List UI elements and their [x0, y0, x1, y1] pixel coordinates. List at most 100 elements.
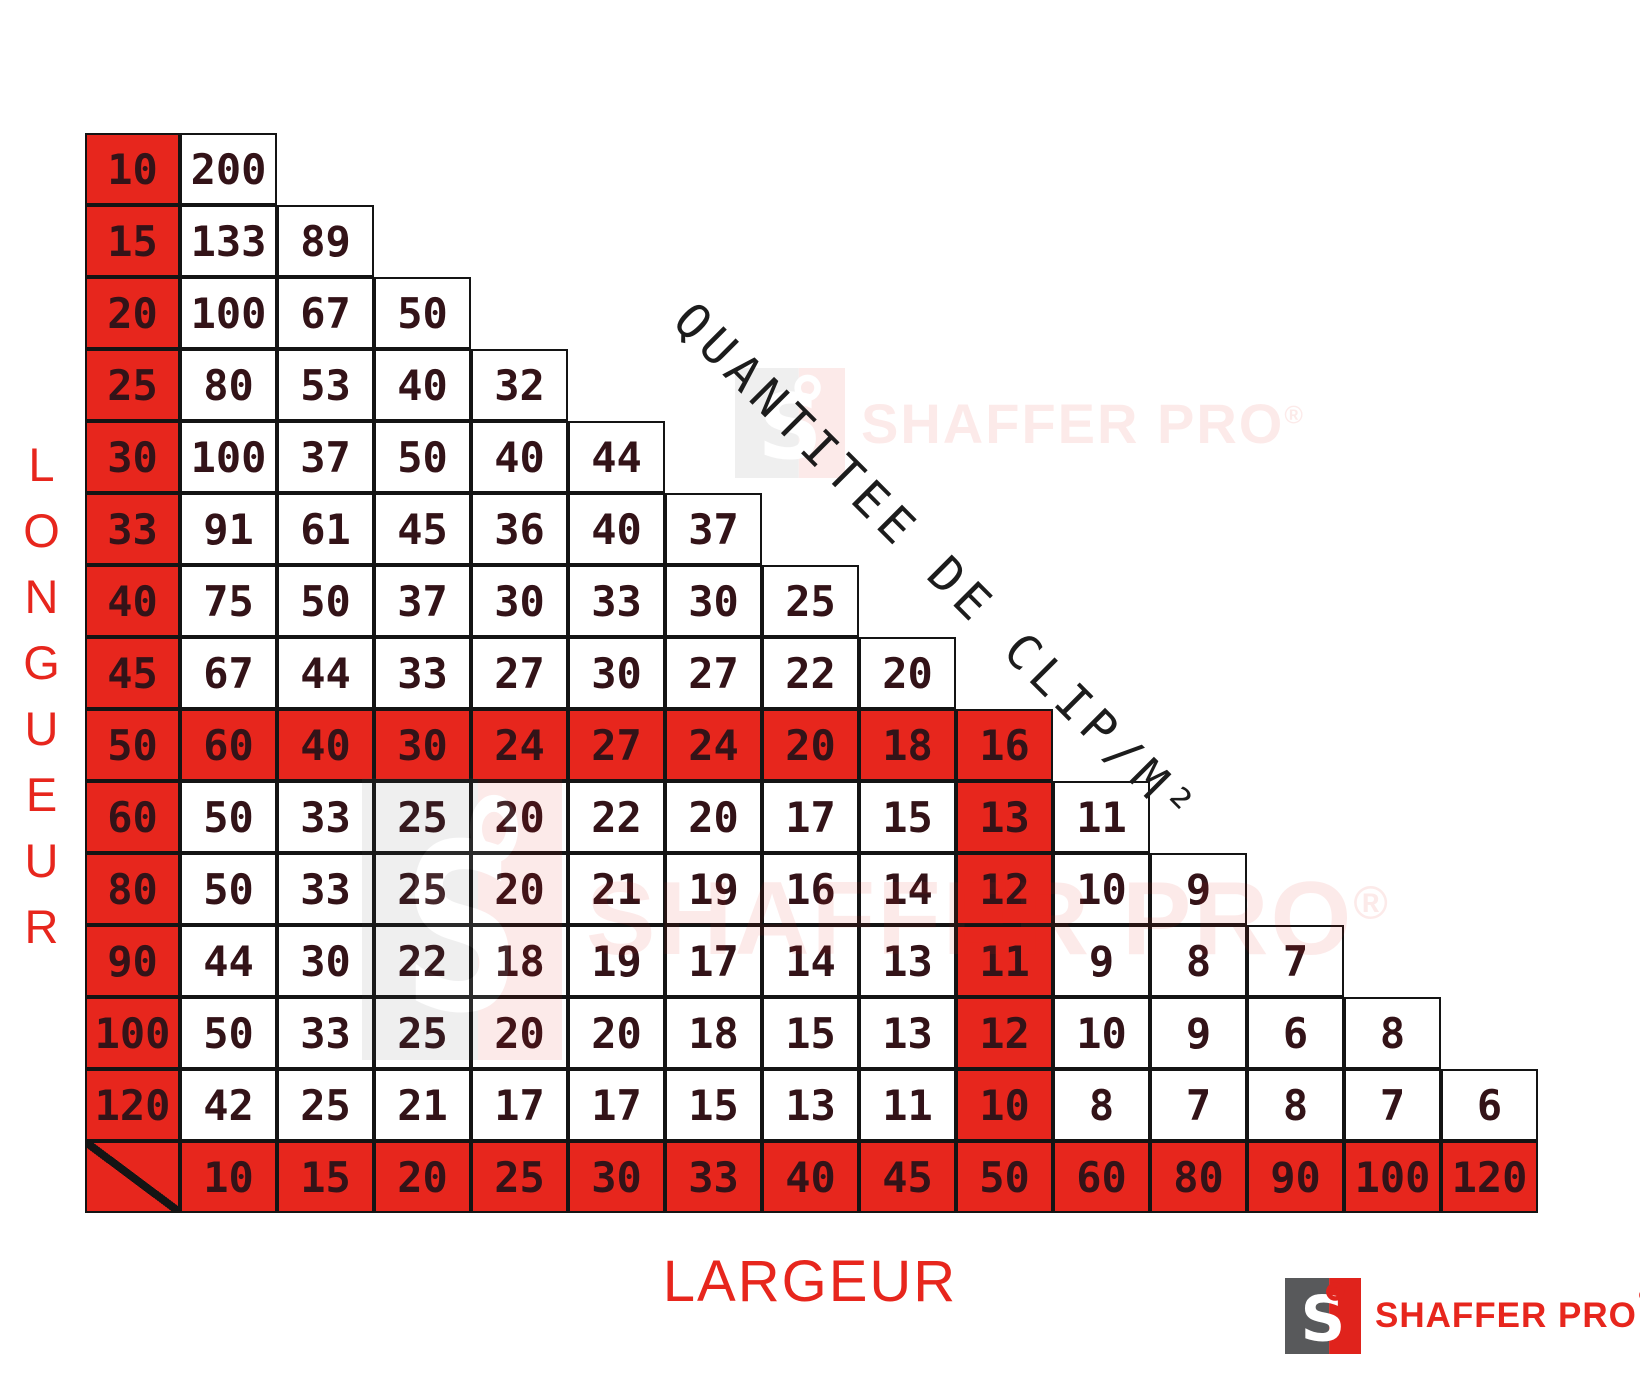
- cell-l100-w45: 13: [859, 997, 956, 1069]
- cell-l45-w15: 44: [277, 637, 374, 709]
- cell-l15-w15: 89: [277, 205, 374, 277]
- row-header-80: 80: [85, 853, 180, 925]
- row-header-33: 33: [85, 493, 180, 565]
- cell-l45-w40: 22: [762, 637, 859, 709]
- cell-l60-w45: 15: [859, 781, 956, 853]
- cell-l120-w20: 21: [374, 1069, 471, 1141]
- cell-l90-w40: 14: [762, 925, 859, 997]
- cell-l90-w10: 44: [180, 925, 277, 997]
- cell-l90-w20: 22: [374, 925, 471, 997]
- cell-l60-w15: 33: [277, 781, 374, 853]
- col-header-30: 30: [568, 1141, 665, 1213]
- shaffer-pro-logo-icon: S: [1285, 1278, 1361, 1354]
- cell-l33-w15: 61: [277, 493, 374, 565]
- cell-l30-w20: 50: [374, 421, 471, 493]
- cell-l60-w10: 50: [180, 781, 277, 853]
- cell-l100-w100: 8: [1344, 997, 1441, 1069]
- cell-l90-w50: 11: [956, 925, 1053, 997]
- row-header-90: 90: [85, 925, 180, 997]
- cell-l60-w50: 13: [956, 781, 1053, 853]
- cell-l100-w20: 25: [374, 997, 471, 1069]
- cell-l120-w10: 42: [180, 1069, 277, 1141]
- cell-l40-w10: 75: [180, 565, 277, 637]
- cell-l40-w33: 30: [665, 565, 762, 637]
- cell-l50-w15: 40: [277, 709, 374, 781]
- cell-l100-w40: 15: [762, 997, 859, 1069]
- cell-l100-w90: 6: [1247, 997, 1344, 1069]
- cell-l45-w20: 33: [374, 637, 471, 709]
- cell-l80-w25: 20: [471, 853, 568, 925]
- cell-l50-w45: 18: [859, 709, 956, 781]
- cell-l80-w10: 50: [180, 853, 277, 925]
- cell-l50-w20: 30: [374, 709, 471, 781]
- cell-l90-w33: 17: [665, 925, 762, 997]
- col-header-45: 45: [859, 1141, 956, 1213]
- svg-text:S: S: [1301, 1282, 1346, 1354]
- col-header-100: 100: [1344, 1141, 1441, 1213]
- cell-l120-w60: 8: [1053, 1069, 1150, 1141]
- cell-l60-w20: 25: [374, 781, 471, 853]
- col-header-40: 40: [762, 1141, 859, 1213]
- cell-l40-w30: 33: [568, 565, 665, 637]
- cell-l100-w25: 20: [471, 997, 568, 1069]
- cell-l90-w30: 19: [568, 925, 665, 997]
- cell-l60-w25: 20: [471, 781, 568, 853]
- cell-l90-w60: 9: [1053, 925, 1150, 997]
- cell-l20-w20: 50: [374, 277, 471, 349]
- cell-l40-w40: 25: [762, 565, 859, 637]
- registered-mark: ®: [1284, 400, 1305, 429]
- cell-l100-w50: 12: [956, 997, 1053, 1069]
- registered-mark: ®: [1353, 875, 1390, 928]
- cell-l33-w30: 40: [568, 493, 665, 565]
- cell-l40-w15: 50: [277, 565, 374, 637]
- cell-l60-w60: 11: [1053, 781, 1150, 853]
- row-header-50: 50: [85, 709, 180, 781]
- brand-logo: S SHAFFER PRO ®: [1285, 1278, 1640, 1354]
- y-axis-label: LONGUEUR: [15, 438, 68, 966]
- cell-l90-w15: 30: [277, 925, 374, 997]
- cell-l120-w120: 6: [1441, 1069, 1538, 1141]
- cell-l40-w25: 30: [471, 565, 568, 637]
- cell-l120-w25: 17: [471, 1069, 568, 1141]
- cell-l90-w45: 13: [859, 925, 956, 997]
- cell-l100-w60: 10: [1053, 997, 1150, 1069]
- cell-l120-w80: 7: [1150, 1069, 1247, 1141]
- cell-l30-w15: 37: [277, 421, 374, 493]
- cell-l90-w90: 7: [1247, 925, 1344, 997]
- cell-l50-w10: 60: [180, 709, 277, 781]
- cell-l33-w25: 36: [471, 493, 568, 565]
- brand-logo-text: SHAFFER PRO: [1375, 1296, 1637, 1335]
- cell-l120-w33: 15: [665, 1069, 762, 1141]
- cell-l40-w20: 37: [374, 565, 471, 637]
- cell-l45-w45: 20: [859, 637, 956, 709]
- cell-l100-w10: 50: [180, 997, 277, 1069]
- cell-l90-w25: 18: [471, 925, 568, 997]
- row-header-10: 10: [85, 133, 180, 205]
- col-header-15: 15: [277, 1141, 374, 1213]
- cell-l120-w50: 10: [956, 1069, 1053, 1141]
- row-header-25: 25: [85, 349, 180, 421]
- row-header-40: 40: [85, 565, 180, 637]
- cell-l50-w25: 24: [471, 709, 568, 781]
- cell-l25-w10: 80: [180, 349, 277, 421]
- col-header-10: 10: [180, 1141, 277, 1213]
- row-header-30: 30: [85, 421, 180, 493]
- cell-l20-w10: 100: [180, 277, 277, 349]
- cell-l25-w15: 53: [277, 349, 374, 421]
- cell-l50-w40: 20: [762, 709, 859, 781]
- cell-l50-w30: 27: [568, 709, 665, 781]
- cell-l60-w33: 20: [665, 781, 762, 853]
- cell-l33-w33: 37: [665, 493, 762, 565]
- col-header-20: 20: [374, 1141, 471, 1213]
- row-header-45: 45: [85, 637, 180, 709]
- row-header-15: 15: [85, 205, 180, 277]
- cell-l80-w50: 12: [956, 853, 1053, 925]
- cell-l120-w40: 13: [762, 1069, 859, 1141]
- row-header-120: 120: [85, 1069, 180, 1141]
- registered-mark: ®: [1639, 1286, 1640, 1306]
- cell-l80-w20: 25: [374, 853, 471, 925]
- col-header-120: 120: [1441, 1141, 1538, 1213]
- cell-l45-w10: 67: [180, 637, 277, 709]
- cell-l120-w90: 8: [1247, 1069, 1344, 1141]
- cell-l120-w30: 17: [568, 1069, 665, 1141]
